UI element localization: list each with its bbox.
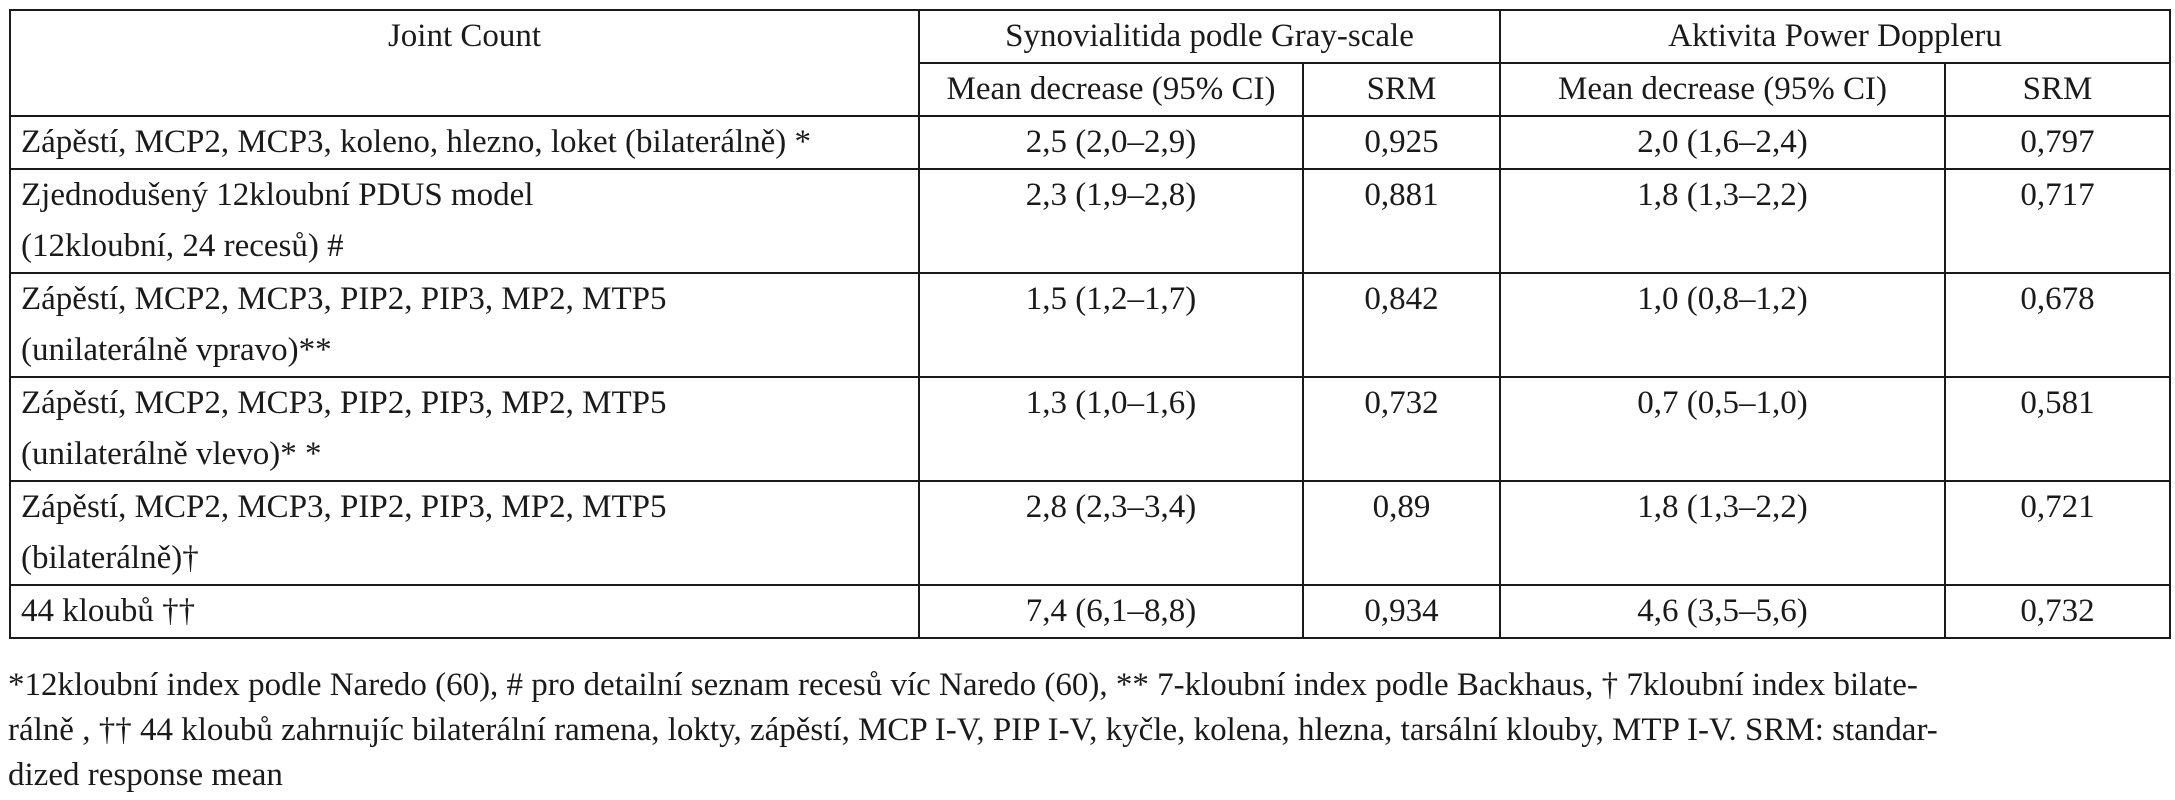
gray-srm-cell: 0,881 xyxy=(1302,168,1501,274)
gray-mean-cell: 2,3 (1,9–2,8) xyxy=(918,168,1304,274)
row-label: Zjednodušený 12kloubní PDUS model (12klo… xyxy=(9,168,920,274)
pd-srm-cell: 0,717 xyxy=(1943,168,2172,274)
table-footnote: *12kloubní index podle Naredo (60), # pr… xyxy=(8,663,2163,798)
row-label: Zápěstí, MCP2, MCP3, koleno, hlezno, lok… xyxy=(9,115,920,170)
header-joint-count: Joint Count xyxy=(9,9,920,117)
row-label-line: Zápěstí, MCP2, MCP3, PIP2, PIP3, MP2, MT… xyxy=(21,489,667,525)
pd-srm-cell: 0,581 xyxy=(1943,376,2172,482)
pd-mean-cell: 2,0 (1,6–2,4) xyxy=(1499,115,1946,170)
document-page: Joint Count Synovialitida podle Gray-sca… xyxy=(9,9,2172,639)
row-label: Zápěstí, MCP2, MCP3, PIP2, PIP3, MP2, MT… xyxy=(9,376,920,482)
row-label-line: Zápěstí, MCP2, MCP3, koleno, hlezno, lok… xyxy=(21,124,812,160)
row-label: Zápěstí, MCP2, MCP3, PIP2, PIP3, MP2, MT… xyxy=(9,272,920,378)
gray-mean-cell: 2,8 (2,3–3,4) xyxy=(918,480,1304,586)
pd-mean-cell: 0,7 (0,5–1,0) xyxy=(1499,376,1946,482)
table-row: Zápěstí, MCP2, MCP3, koleno, hlezno, lok… xyxy=(9,115,2172,170)
gray-srm-cell: 0,842 xyxy=(1302,272,1501,378)
row-label-line: Zápěstí, MCP2, MCP3, PIP2, PIP3, MP2, MT… xyxy=(21,281,667,317)
row-label-line: 44 kloubů †† xyxy=(21,593,196,629)
results-table: Joint Count Synovialitida podle Gray-sca… xyxy=(9,9,2172,639)
header-gray-srm: SRM xyxy=(1302,62,1501,117)
gray-mean-cell: 2,5 (2,0–2,9) xyxy=(918,115,1304,170)
table-row: Zápěstí, MCP2, MCP3, PIP2, PIP3, MP2, MT… xyxy=(9,480,2172,586)
header-row-measures: Mean decrease (95% CI) SRM Mean decrease… xyxy=(10,62,2172,117)
row-label-line: Zjednodušený 12kloubní PDUS model xyxy=(21,177,534,213)
row-label-line: (unilaterálně vlevo)* * xyxy=(21,436,322,472)
table-row: Zápěstí, MCP2, MCP3, PIP2, PIP3, MP2, MT… xyxy=(9,272,2172,378)
table-row: Zjednodušený 12kloubní PDUS model (12klo… xyxy=(9,168,2172,274)
row-label: Zápěstí, MCP2, MCP3, PIP2, PIP3, MP2, MT… xyxy=(9,480,920,586)
header-row-groups: Joint Count Synovialitida podle Gray-sca… xyxy=(9,9,2172,117)
pd-srm-cell: 0,732 xyxy=(1943,584,2172,639)
table-row: Zápěstí, MCP2, MCP3, PIP2, PIP3, MP2, MT… xyxy=(9,376,2172,482)
table-row: 44 kloubů †† 7,4 (6,1–8,8) 0,934 4,6 (3,… xyxy=(9,584,2172,639)
row-label-line: (12kloubní, 24 recesů) # xyxy=(21,228,344,264)
gray-srm-cell: 0,732 xyxy=(1302,376,1501,482)
header-pd-mean: Mean decrease (95% CI) xyxy=(1499,62,1946,117)
pd-mean-cell: 1,8 (1,3–2,2) xyxy=(1499,168,1946,274)
header-gray-scale-group: Synovialitida podle Gray-scale xyxy=(918,9,1501,64)
footnote-line: *12kloubní index podle Naredo (60), # pr… xyxy=(8,667,1918,703)
header-gray-mean: Mean decrease (95% CI) xyxy=(918,62,1304,117)
header-pd-srm: SRM xyxy=(1943,62,2172,117)
gray-mean-cell: 7,4 (6,1–8,8) xyxy=(918,584,1304,639)
gray-mean-cell: 1,5 (1,2–1,7) xyxy=(918,272,1304,378)
pd-srm-cell: 0,678 xyxy=(1943,272,2172,378)
footnote-line: dized response mean xyxy=(8,757,283,793)
gray-srm-cell: 0,934 xyxy=(1302,584,1501,639)
pd-mean-cell: 4,6 (3,5–5,6) xyxy=(1499,584,1946,639)
pd-srm-cell: 0,797 xyxy=(1943,115,2172,170)
row-label: 44 kloubů †† xyxy=(9,584,920,639)
gray-srm-cell: 0,925 xyxy=(1302,115,1501,170)
pd-srm-cell: 0,721 xyxy=(1943,480,2172,586)
header-power-doppler-group: Aktivita Power Doppleru xyxy=(1498,9,2172,64)
row-label-line: (unilaterálně vpravo)** xyxy=(21,332,332,368)
pd-mean-cell: 1,0 (0,8–1,2) xyxy=(1499,272,1946,378)
footnote-line: rálně , †† 44 kloubů zahrnujíc bilaterál… xyxy=(8,712,1938,748)
gray-srm-cell: 0,89 xyxy=(1302,480,1501,586)
row-label-line: Zápěstí, MCP2, MCP3, PIP2, PIP3, MP2, MT… xyxy=(21,385,667,421)
gray-mean-cell: 1,3 (1,0–1,6) xyxy=(918,376,1304,482)
pd-mean-cell: 1,8 (1,3–2,2) xyxy=(1499,480,1946,586)
row-label-line: (bilaterálně)† xyxy=(21,540,199,576)
